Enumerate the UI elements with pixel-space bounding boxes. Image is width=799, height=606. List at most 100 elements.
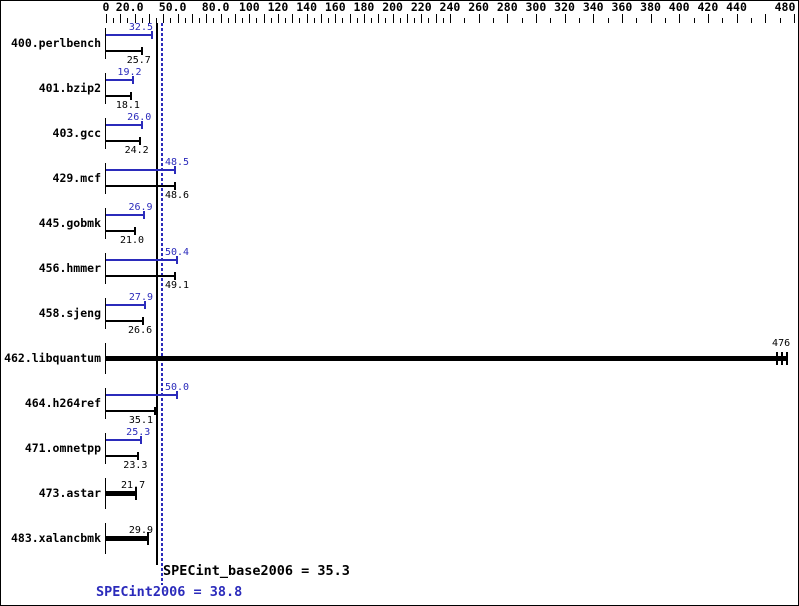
bar-baseline-tick bbox=[105, 298, 106, 329]
axis-tick bbox=[350, 14, 351, 23]
benchmark-name: 403.gcc bbox=[52, 126, 101, 140]
bar-baseline-tick bbox=[105, 388, 106, 419]
bar-baseline-tick bbox=[105, 163, 106, 194]
peak-value-label: 26.0 bbox=[127, 112, 152, 123]
benchmark-name: 429.mcf bbox=[52, 171, 101, 185]
bar-baseline-tick bbox=[105, 523, 106, 554]
axis-tick bbox=[199, 18, 200, 23]
axis-tick-label: 80.0 bbox=[201, 0, 230, 14]
axis-tick bbox=[450, 14, 451, 23]
axis-tick-label: 140 bbox=[296, 0, 317, 14]
base-value-label: 25.7 bbox=[126, 55, 151, 66]
axis-tick-label: 420 bbox=[697, 0, 719, 14]
bar-end-cap bbox=[140, 436, 143, 444]
axis-tick bbox=[106, 14, 107, 23]
bar-end-cap bbox=[143, 301, 146, 309]
bar-end-cap bbox=[129, 92, 132, 100]
benchmark-name: 464.h264ref bbox=[24, 396, 101, 410]
benchmark-name: 400.perlbench bbox=[10, 36, 101, 50]
axis-tick-label: 20.0 bbox=[115, 0, 144, 14]
axis-tick bbox=[342, 18, 343, 23]
peak-value-label: 25.3 bbox=[126, 427, 151, 438]
peak-bar bbox=[106, 214, 145, 216]
benchmark-name: 458.sjeng bbox=[38, 306, 101, 320]
axis-tick bbox=[665, 18, 666, 23]
axis-tick bbox=[163, 14, 164, 23]
base-bar bbox=[106, 95, 132, 97]
base-value-label: 24.2 bbox=[124, 145, 149, 156]
axis-tick bbox=[113, 18, 114, 23]
bar-baseline-tick bbox=[105, 208, 106, 239]
benchmark-name: 471.omnetpp bbox=[24, 441, 101, 455]
peak-value-label: 50.4 bbox=[165, 247, 190, 258]
axis-tick bbox=[213, 18, 214, 23]
peak-bar bbox=[106, 394, 178, 396]
peak-value-label: 32.5 bbox=[128, 22, 153, 33]
base-value-label: 18.1 bbox=[115, 100, 140, 111]
axis-tick bbox=[371, 18, 372, 23]
peak-value-label: 26.9 bbox=[128, 202, 153, 213]
bar-end-cap bbox=[173, 182, 176, 190]
axis-tick bbox=[242, 18, 243, 23]
bar-baseline-tick bbox=[105, 253, 106, 284]
peak-bar bbox=[106, 439, 143, 441]
bar-end-cap bbox=[776, 352, 779, 365]
base-value-label: 21.0 bbox=[120, 235, 145, 246]
base-bar bbox=[106, 140, 141, 142]
bar-end-cap bbox=[781, 352, 784, 365]
bar-baseline-tick bbox=[105, 73, 106, 104]
axis-tick-label: 100 bbox=[238, 0, 260, 14]
peak-value-label: 48.5 bbox=[165, 157, 190, 168]
axis-tick bbox=[400, 18, 401, 23]
base-mean-line bbox=[156, 23, 158, 565]
axis-tick bbox=[780, 18, 781, 23]
single-value-label: 476 bbox=[772, 338, 791, 349]
axis-tick bbox=[479, 14, 480, 23]
bar-end-cap bbox=[138, 137, 141, 145]
benchmark-name: 473.astar bbox=[38, 486, 101, 500]
bar-baseline-tick bbox=[105, 478, 106, 509]
bar-end-cap bbox=[175, 391, 178, 399]
bar-baseline-tick bbox=[105, 343, 106, 374]
axis-tick-label: 260 bbox=[468, 0, 489, 14]
single-value-label: 29.9 bbox=[128, 525, 153, 536]
bar-end-cap bbox=[154, 407, 157, 415]
peak-value-label: 19.2 bbox=[117, 67, 142, 78]
axis-tick bbox=[794, 14, 795, 23]
benchmark-name: 445.gobmk bbox=[38, 216, 101, 230]
axis-tick bbox=[722, 18, 723, 23]
base-bar bbox=[106, 320, 145, 322]
peak-bar bbox=[106, 259, 179, 261]
axis-tick bbox=[751, 18, 752, 23]
axis-tick bbox=[278, 14, 279, 23]
bar-end-cap bbox=[134, 227, 137, 235]
axis-tick-label: 480 bbox=[774, 0, 796, 14]
axis-tick bbox=[264, 14, 265, 23]
base-bar bbox=[106, 455, 140, 457]
peak-value-label: 50.0 bbox=[165, 382, 190, 393]
bar-baseline-tick bbox=[105, 28, 106, 59]
axis-tick bbox=[579, 18, 580, 23]
base-bar bbox=[106, 230, 137, 232]
axis-tick bbox=[156, 18, 157, 23]
axis-tick bbox=[536, 14, 537, 23]
axis-tick bbox=[285, 18, 286, 23]
base-mean-label: SPECint_base2006 = 35.3 bbox=[163, 563, 350, 579]
axis-tick bbox=[421, 14, 422, 23]
benchmark-name: 456.hmmer bbox=[38, 261, 101, 275]
bar-baseline-tick bbox=[105, 118, 106, 149]
bar-baseline-tick bbox=[105, 433, 106, 464]
peak-mean-label: SPECint2006 = 38.8 bbox=[96, 584, 243, 600]
bar-end-cap bbox=[142, 211, 145, 219]
axis-tick-label: 280 bbox=[496, 0, 518, 14]
axis-tick-label: 360 bbox=[611, 0, 633, 14]
axis-tick bbox=[271, 18, 272, 23]
axis-tick-label: 0 bbox=[102, 0, 110, 14]
bar-end-cap bbox=[786, 352, 789, 365]
base-value-label: 49.1 bbox=[165, 280, 190, 291]
bar-end-cap bbox=[140, 47, 143, 55]
bar-end-cap bbox=[146, 532, 149, 545]
single-value-label: 21.7 bbox=[121, 480, 146, 491]
axis-tick-label: 160 bbox=[324, 0, 346, 14]
bar-end-cap bbox=[142, 317, 145, 325]
